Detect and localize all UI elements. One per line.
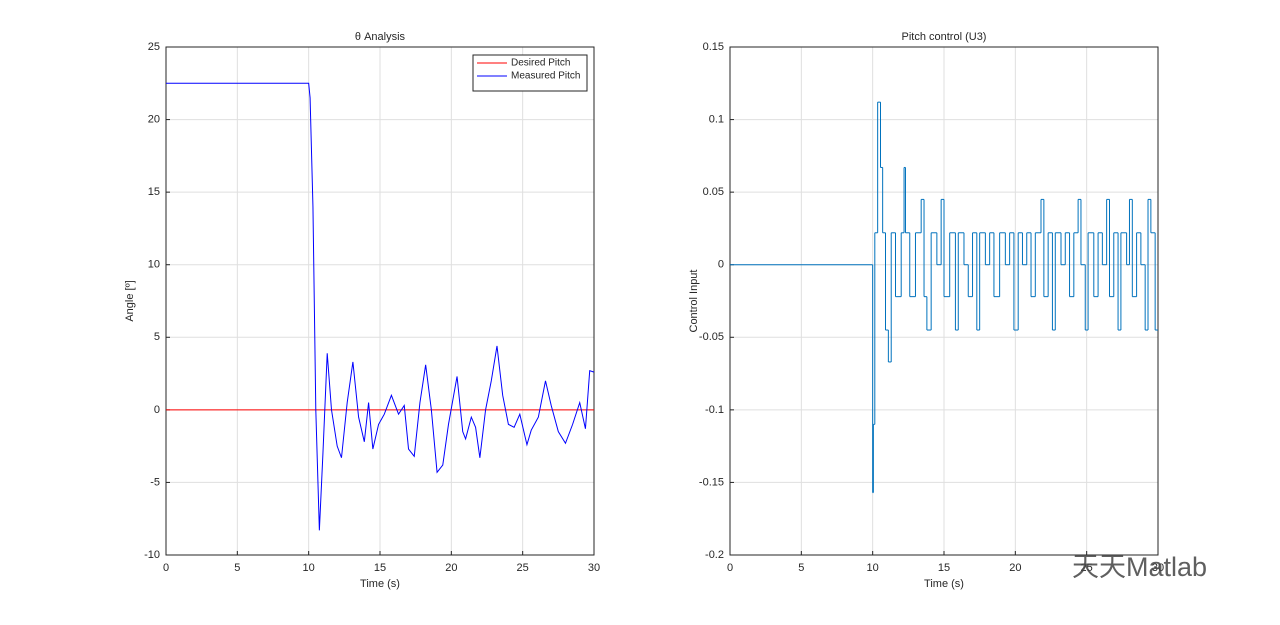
y-tick-label: 0.1 (709, 113, 724, 125)
x-tick-label: 25 (1081, 562, 1093, 574)
x-axis-label: Time (s) (924, 578, 964, 590)
data-line (166, 82, 595, 531)
y-axis-label: Angle [º] (124, 280, 136, 321)
y-tick-label: 0.05 (703, 186, 724, 198)
x-tick-label: 30 (588, 562, 600, 574)
y-tick-label: 15 (148, 186, 160, 198)
y-tick-label: 0.15 (703, 41, 724, 53)
y-tick-label: -0.15 (699, 476, 724, 488)
chart-title: θ Analysis (355, 31, 406, 43)
x-tick-label: 20 (1009, 562, 1021, 574)
y-tick-label: -0.2 (705, 549, 724, 561)
x-tick-label: 5 (798, 562, 804, 574)
y-axis-label: Control Input (688, 270, 700, 333)
axes-box (165, 46, 595, 556)
x-tick-label: 15 (374, 562, 386, 574)
y-tick-label: 10 (148, 259, 160, 271)
x-tick-label: 20 (445, 562, 457, 574)
y-tick-label: 0 (718, 259, 724, 271)
x-tick-label: 25 (517, 562, 529, 574)
x-tick-label: 30 (1152, 562, 1164, 574)
y-tick-label: 20 (148, 113, 160, 125)
legend-label: Desired Pitch (511, 58, 570, 69)
chart-title: Pitch control (U3) (902, 31, 987, 43)
x-tick-label: 15 (938, 562, 950, 574)
watermark: 天天Matlab (1072, 552, 1207, 582)
x-axis-label: Time (s) (360, 578, 400, 590)
y-tick-label: -5 (150, 476, 160, 488)
axes-box (729, 46, 1159, 556)
x-tick-label: 10 (867, 562, 879, 574)
legend-label: Measured Pitch (511, 71, 580, 82)
x-tick-label: 0 (163, 562, 169, 574)
y-tick-label: -0.05 (699, 331, 724, 343)
y-tick-label: 25 (148, 41, 160, 53)
legend-box (472, 54, 588, 92)
y-tick-label: -10 (144, 549, 160, 561)
x-tick-label: 0 (727, 562, 733, 574)
y-tick-label: -0.1 (705, 404, 724, 416)
y-tick-label: 5 (154, 331, 160, 343)
y-tick-label: 0 (154, 404, 160, 416)
x-tick-label: 5 (234, 562, 240, 574)
x-tick-label: 10 (303, 562, 315, 574)
